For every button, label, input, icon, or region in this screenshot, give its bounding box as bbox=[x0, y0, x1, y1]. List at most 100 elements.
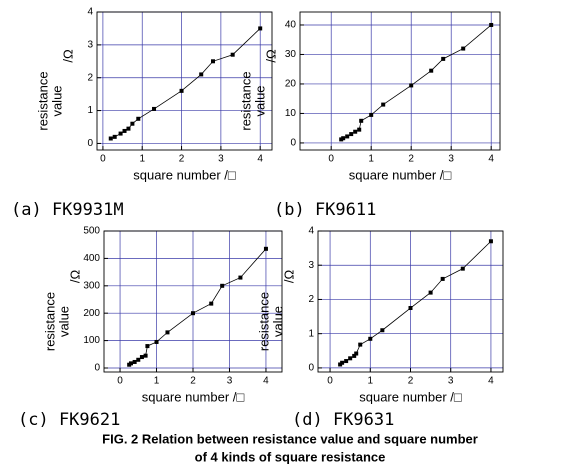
data-point bbox=[341, 136, 346, 141]
data-point bbox=[359, 118, 364, 123]
y-tick-label: 500 bbox=[83, 226, 100, 237]
x-tick-label: 3 bbox=[448, 154, 454, 165]
y-tick-label: 200 bbox=[83, 308, 100, 319]
y-tick-label: 0 bbox=[87, 138, 93, 149]
y-tick-label: 2 bbox=[87, 72, 93, 83]
plot-frame bbox=[299, 11, 501, 151]
data-point bbox=[441, 56, 446, 61]
data-point bbox=[122, 128, 127, 133]
panel-label: (a) FK9931M bbox=[11, 200, 124, 220]
data-point bbox=[488, 239, 493, 244]
data-point bbox=[380, 328, 385, 333]
x-tick-label: 0 bbox=[328, 154, 334, 165]
data-point bbox=[357, 127, 362, 132]
data-point bbox=[154, 339, 159, 344]
y-tick-label: 4 bbox=[308, 226, 314, 237]
data-point bbox=[263, 246, 268, 251]
y-axis-unit: /Ω bbox=[67, 270, 82, 284]
data-point bbox=[132, 359, 137, 364]
x-axis-label: square number /□ bbox=[142, 389, 245, 404]
y-axis-label: resistance bbox=[256, 292, 271, 351]
caption: of 4 kinds of square resistance bbox=[195, 449, 386, 464]
y-axis-label: resistance bbox=[238, 71, 253, 130]
x-tick-label: 2 bbox=[408, 376, 414, 387]
data-point bbox=[369, 112, 374, 117]
data-point bbox=[345, 134, 350, 139]
y-axis-label: resistance bbox=[42, 292, 57, 351]
data-point bbox=[440, 276, 445, 281]
y-axis-label: resistance bbox=[35, 71, 50, 130]
data-point bbox=[112, 134, 117, 139]
x-tick-label: 1 bbox=[139, 154, 145, 165]
data-point bbox=[428, 290, 433, 295]
y-tick-label: 100 bbox=[83, 335, 100, 346]
x-tick-label: 1 bbox=[154, 376, 160, 387]
data-line bbox=[339, 240, 492, 365]
panel-label: (d) FK9631 bbox=[292, 410, 394, 430]
data-point bbox=[344, 359, 349, 364]
x-tick-label: 3 bbox=[218, 154, 224, 165]
y-axis-label: value bbox=[270, 306, 285, 337]
data-point bbox=[258, 26, 263, 31]
data-point bbox=[238, 275, 243, 280]
y-axis-label: value bbox=[49, 85, 64, 116]
x-tick-label: 0 bbox=[117, 376, 123, 387]
data-point bbox=[145, 344, 150, 349]
data-line bbox=[128, 248, 267, 366]
x-tick-label: 4 bbox=[488, 154, 494, 165]
x-tick-label: 4 bbox=[263, 376, 269, 387]
x-axis-label: square number /□ bbox=[349, 167, 452, 182]
data-point bbox=[211, 59, 216, 64]
y-axis-label: value bbox=[252, 85, 267, 116]
data-point bbox=[126, 126, 131, 131]
data-point bbox=[165, 330, 170, 335]
y-tick-label: 10 bbox=[285, 108, 297, 119]
y-tick-label: 4 bbox=[87, 7, 93, 18]
y-tick-label: 300 bbox=[83, 280, 100, 291]
data-point bbox=[179, 88, 184, 93]
data-point bbox=[230, 52, 235, 57]
data-point bbox=[352, 353, 357, 358]
data-point bbox=[409, 83, 414, 88]
x-tick-label: 4 bbox=[488, 376, 494, 387]
data-point bbox=[348, 356, 353, 361]
data-point bbox=[136, 357, 141, 362]
data-point bbox=[209, 301, 214, 306]
data-point bbox=[358, 342, 363, 347]
y-axis-unit: /Ω bbox=[263, 49, 278, 63]
y-tick-label: 1 bbox=[87, 105, 93, 116]
data-point bbox=[136, 116, 141, 121]
y-tick-label: 0 bbox=[94, 363, 100, 374]
x-tick-label: 3 bbox=[227, 376, 233, 387]
panel-label: (b) FK9611 bbox=[274, 200, 376, 220]
caption: FIG. 2 Relation between resistance value… bbox=[102, 431, 478, 446]
data-point bbox=[143, 353, 148, 358]
x-axis-label: square number /□ bbox=[359, 389, 462, 404]
data-point bbox=[460, 266, 465, 271]
y-tick-label: 3 bbox=[87, 39, 93, 50]
x-tick-label: 3 bbox=[448, 376, 454, 387]
x-tick-label: 4 bbox=[257, 154, 263, 165]
plot-frame bbox=[317, 230, 504, 373]
x-tick-label: 1 bbox=[368, 376, 374, 387]
x-tick-label: 2 bbox=[190, 376, 196, 387]
y-tick-label: 20 bbox=[285, 79, 297, 90]
data-point bbox=[349, 132, 354, 137]
y-tick-label: 3 bbox=[308, 260, 314, 271]
data-point bbox=[220, 283, 225, 288]
x-axis-label: square number /□ bbox=[133, 167, 236, 182]
y-axis-unit: /Ω bbox=[281, 270, 296, 284]
data-point bbox=[139, 355, 144, 360]
data-point bbox=[368, 336, 373, 341]
data-point bbox=[118, 131, 123, 136]
y-tick-label: 1 bbox=[308, 328, 314, 339]
y-tick-label: 400 bbox=[83, 253, 100, 264]
data-point bbox=[108, 136, 113, 141]
data-point bbox=[130, 121, 135, 126]
data-point bbox=[381, 102, 386, 107]
data-point bbox=[353, 129, 358, 134]
plot-frame bbox=[96, 11, 273, 151]
y-tick-label: 30 bbox=[285, 49, 297, 60]
y-tick-label: 0 bbox=[308, 363, 314, 374]
